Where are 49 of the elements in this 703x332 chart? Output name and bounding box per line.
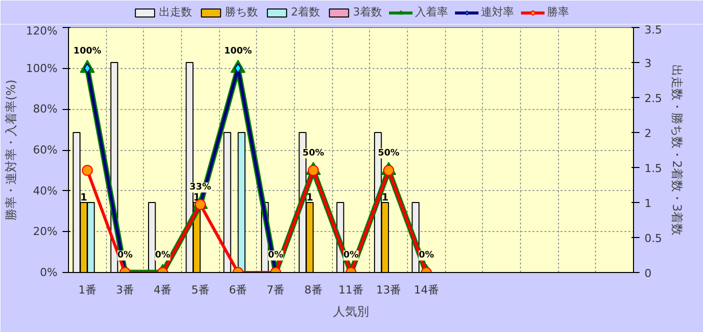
data-label: 50% bbox=[378, 148, 400, 158]
legend-label: 勝率 bbox=[547, 4, 569, 20]
y2-tick-label: 1 bbox=[644, 197, 652, 210]
y-tick-label: 0% bbox=[40, 266, 58, 279]
x-tick-label: 11番 bbox=[338, 284, 364, 296]
y2-tick-label: 0.5 bbox=[644, 232, 662, 245]
x-tick-label: 1番 bbox=[78, 284, 96, 296]
data-label: 0% bbox=[117, 250, 133, 260]
y2-tick-label: 2.5 bbox=[644, 92, 662, 105]
y-tick-label: 100% bbox=[26, 62, 58, 75]
data-label: 0% bbox=[155, 250, 170, 260]
y-tick-label: 80% bbox=[33, 102, 58, 116]
y2-tick-label: 0 bbox=[644, 267, 652, 280]
legend-label: 入着率 bbox=[415, 4, 448, 20]
y2-tick-label: 3.5 bbox=[644, 24, 662, 36]
y2-tick-label: 3 bbox=[644, 57, 652, 70]
y2-axis-title: 出走数・勝ち数・2着数・3着数 bbox=[670, 64, 684, 236]
y-tick-label: 40% bbox=[33, 184, 58, 198]
data-label: 0% bbox=[343, 250, 359, 260]
data-label: 1 bbox=[306, 192, 314, 204]
data-label: 100% bbox=[224, 46, 252, 56]
y2-tick-label: 1.5 bbox=[644, 162, 662, 175]
y-axis-title: 勝率・連対率・入着率(%) bbox=[4, 80, 18, 220]
x-tick-label: 13番 bbox=[376, 284, 402, 296]
y-tick-label: 20% bbox=[33, 225, 58, 238]
x-tick-label: 4番 bbox=[154, 284, 172, 296]
data-label: 33% bbox=[190, 182, 212, 193]
legend-label: 勝ち数 bbox=[225, 4, 258, 20]
x-axis-title: 人気別 bbox=[333, 304, 369, 318]
x-tick-label: 3番 bbox=[116, 284, 134, 296]
x-tick-label: 5番 bbox=[191, 284, 210, 296]
data-label: 50% bbox=[302, 148, 324, 158]
y2-tick-label: 2 bbox=[644, 127, 652, 140]
legend-label: 2着数 bbox=[291, 4, 320, 20]
data-label: 1 bbox=[80, 192, 88, 204]
legend-label: 出走数 bbox=[159, 4, 192, 20]
point bbox=[82, 164, 93, 176]
x-tick-label: 6番 bbox=[229, 284, 247, 296]
x-tick-label: 7番 bbox=[266, 284, 285, 296]
y-tick-label: 60% bbox=[33, 144, 58, 156]
data-label: 1 bbox=[382, 192, 389, 204]
legend-label: 連対率 bbox=[481, 4, 514, 20]
data-label: 0% bbox=[268, 250, 284, 260]
x-tick-label: 8番 bbox=[304, 284, 322, 296]
data-label: 100% bbox=[73, 46, 102, 56]
legend-label: 3着数 bbox=[353, 4, 382, 20]
x-tick-label: 14番 bbox=[414, 284, 439, 296]
data-label: 0% bbox=[418, 250, 434, 260]
y-tick-label: 120% bbox=[26, 24, 58, 38]
